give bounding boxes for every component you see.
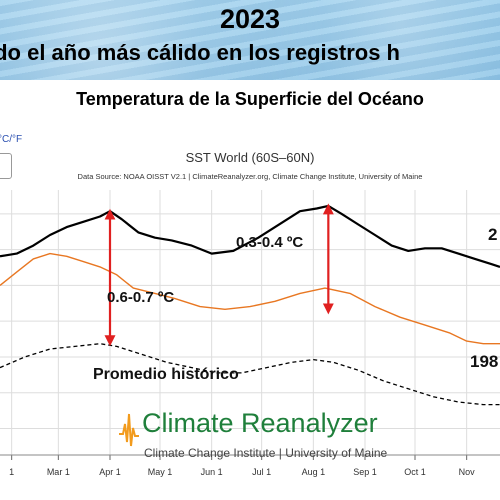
annotation-label-arrow-2: 0.3-0.4 ºC: [236, 234, 303, 251]
heartbeat-icon: [119, 413, 139, 447]
x-tick-label: May 1: [148, 467, 173, 477]
annotation-label-historical-mean: Promedio histórico: [93, 366, 239, 383]
x-tick-label: Apr 1: [99, 467, 121, 477]
x-tick-label: Mar 1: [47, 467, 70, 477]
series-end-label-1982: 198: [470, 352, 498, 371]
x-tick-label: Sep 1: [353, 467, 377, 477]
x-tick-label: Jul 1: [252, 467, 271, 477]
x-tick-label: 1: [9, 467, 14, 477]
x-tick-label: Aug 1: [302, 467, 326, 477]
chart-panel: [0, 80, 500, 500]
series-line-historical-mean: [0, 343, 500, 406]
header-subtitle: ido el año más cálido en los registros h: [0, 40, 400, 65]
menu-button[interactable]: [0, 153, 12, 179]
x-tick-label: Oct 1: [404, 467, 426, 477]
series-line-previous: [0, 252, 500, 345]
series-line-2023: [0, 204, 500, 268]
difference-arrows: [104, 203, 334, 347]
series-lines: [0, 204, 500, 406]
x-tick-label: Nov: [459, 467, 476, 477]
chart-source: Data Source: NOAA OISST V2.1 | ClimateRe…: [77, 172, 423, 181]
panel-title: Temperatura de la Superficie del Océano: [76, 89, 424, 109]
logo-name: Climate Reanalyzer: [142, 408, 378, 438]
x-axis-ticks: 1 Mar 1 Apr 1 May 1 Jun 1 Jul 1 Aug 1 Sep 1 Oct …: [0, 454, 500, 477]
annotation-labels: 0.6-0.7 ºC 0.3-0.4 ºC Promedio histórico 2 1…: [93, 225, 498, 383]
unit-toggle-link[interactable]: °C/°F: [0, 134, 23, 145]
x-tick-label: Jun 1: [201, 467, 223, 477]
annotation-label-arrow-1: 0.6-0.7 ºC: [107, 289, 174, 306]
series-end-label-2023: 2: [488, 225, 497, 244]
header-year: 2023: [219, 4, 281, 34]
climate-reanalyzer-logo: Climate Reanalyzer Climate Change Instit…: [118, 408, 418, 462]
chart-title: SST World (60S–60N): [185, 150, 315, 165]
logo-subtitle: Climate Change Institute | University of…: [144, 446, 388, 460]
